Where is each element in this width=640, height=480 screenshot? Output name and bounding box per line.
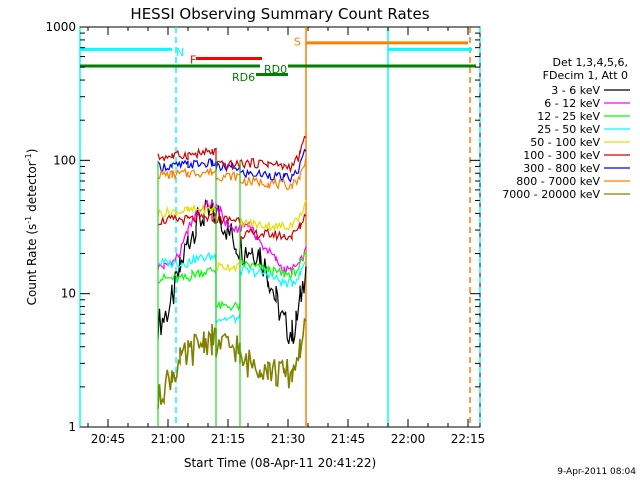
legend-label-6: 300 - 800 keV xyxy=(523,162,600,175)
legend-label-7: 800 - 7000 keV xyxy=(516,175,600,188)
flag-label-f: F xyxy=(190,54,196,67)
series-lines xyxy=(157,135,307,427)
x-tick-label-1: 21:00 xyxy=(151,432,186,446)
x-tick-label-2: 21:15 xyxy=(211,432,246,446)
legend-label-8: 7000 - 20000 keV xyxy=(502,188,600,201)
x-tick-label-3: 21:30 xyxy=(271,432,306,446)
chart-title: HESSI Observing Summary Count Rates xyxy=(130,5,429,23)
y-tick-label-1: 10 xyxy=(61,287,76,301)
y-axis-label-end: ) xyxy=(25,149,39,154)
x-axis-ticks: 20:45 21:00 21:15 21:30 21:45 22:00 22:15 xyxy=(87,27,486,446)
legend-label-2: 12 - 25 keV xyxy=(537,110,600,123)
y-axis-label: Count Rate (s-1 detector-1) xyxy=(24,149,39,306)
series-line-5 xyxy=(157,211,307,242)
y-tick-label-3: 1000 xyxy=(45,20,76,34)
flag-label-rd0: RD0 xyxy=(264,63,287,76)
legend: Det 1,3,4,5,6,FDecim 1, Att 0 3 - 6 keV6 … xyxy=(502,56,630,201)
y-tick-label-2: 100 xyxy=(53,153,76,167)
x-axis-label: Start Time (08-Apr-11 20:41:22) xyxy=(184,456,376,470)
legend-label-5: 100 - 300 keV xyxy=(523,149,600,162)
y-axis-ticks: 1 10 100 1000 xyxy=(45,20,480,434)
y-axis-label-mid: detector xyxy=(25,161,39,216)
series-line-2 xyxy=(157,250,307,312)
y-axis-label-sup1: -1 xyxy=(24,216,33,224)
flag-label-rd6: RD6 xyxy=(232,71,255,84)
x-tick-label-4: 21:45 xyxy=(331,432,366,446)
flag-bars: N S F RD0 RD6 xyxy=(80,35,476,84)
legend-label-4: 50 - 100 keV xyxy=(530,136,600,149)
series-line-7 xyxy=(157,157,307,191)
legend-header-1: FDecim 1, Att 0 xyxy=(543,69,628,82)
x-tick-label-6: 22:15 xyxy=(451,432,486,446)
flag-label-n: N xyxy=(176,46,184,59)
series-line-4 xyxy=(157,199,307,274)
y-tick-label-0: 1 xyxy=(68,420,76,434)
timestamp: 9-Apr-2011 08:04 xyxy=(557,467,636,477)
y-axis-label-sup2: -1 xyxy=(24,153,33,161)
legend-label-0: 3 - 6 keV xyxy=(551,84,600,97)
vertical-markers xyxy=(79,27,481,427)
legend-label-1: 6 - 12 keV xyxy=(544,97,600,110)
series-line-3 xyxy=(157,251,307,325)
series-line-9 xyxy=(157,135,307,174)
series-line-1 xyxy=(157,199,307,275)
legend-header-0: Det 1,3,4,5,6, xyxy=(552,56,628,69)
flag-label-s: S xyxy=(294,35,301,48)
y-axis-label-main: Count Rate (s xyxy=(25,224,39,306)
series-line-8 xyxy=(157,317,307,409)
x-tick-label-5: 22:00 xyxy=(391,432,426,446)
legend-label-3: 25 - 50 keV xyxy=(537,123,600,136)
x-tick-label-0: 20:45 xyxy=(91,432,126,446)
